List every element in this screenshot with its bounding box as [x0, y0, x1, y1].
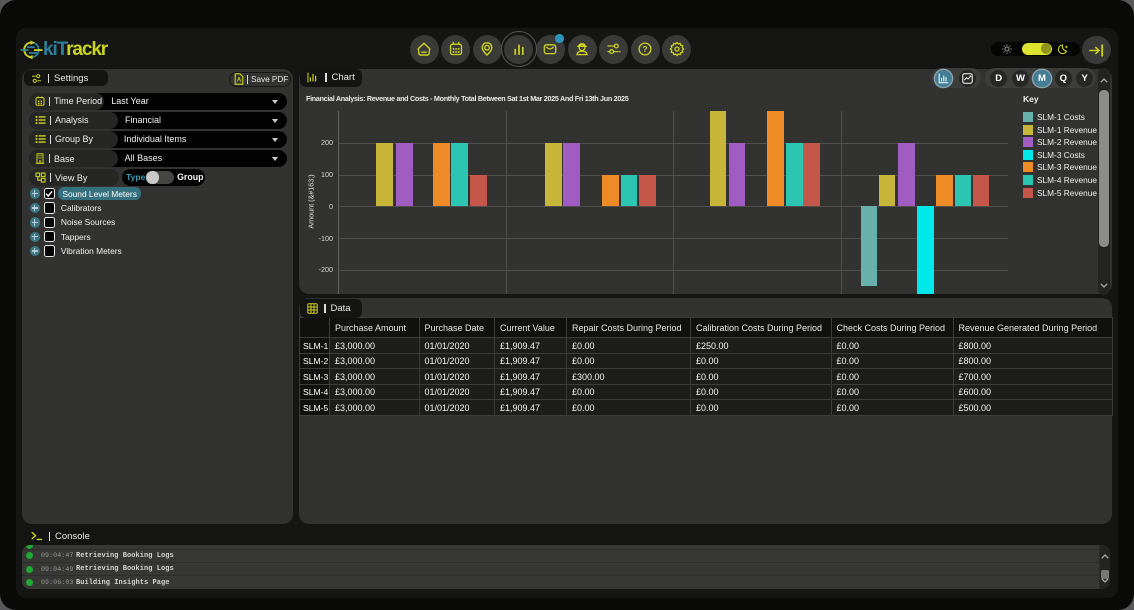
svg-text:A: A — [236, 78, 241, 84]
svg-text:?: ? — [643, 44, 648, 54]
